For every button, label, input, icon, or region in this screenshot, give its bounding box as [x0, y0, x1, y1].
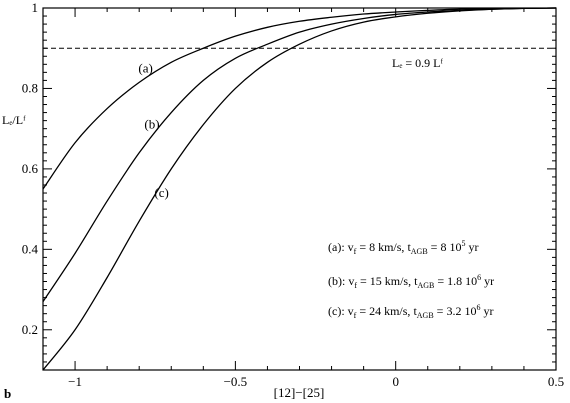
- series-line: [42, 7, 557, 302]
- tick-labels: −1 −0.5 0 0.5 0.2 0.4 0.6 0.8 1: [22, 0, 564, 389]
- y-tick-label: 1: [32, 0, 39, 15]
- x-tick-label: 0.5: [548, 374, 564, 389]
- curve-label: (b): [144, 117, 159, 132]
- panel-label: b: [4, 386, 11, 401]
- curve-labels: (a) (b) (c): [138, 60, 168, 200]
- reference-line-label: Lₑ = 0.9 Lᶠ: [392, 56, 444, 70]
- x-tick-label: −1: [68, 374, 82, 389]
- series-curves: [42, 7, 557, 371]
- plot-frame: [42, 7, 557, 371]
- y-tick-label: 0.8: [22, 80, 38, 95]
- y-axis-label: Lₑ/Lᶠ: [2, 113, 26, 127]
- x-tick-label: 0: [392, 374, 399, 389]
- axis-ticks: [42, 7, 557, 371]
- curve-label: (a): [138, 60, 152, 75]
- series-line: [42, 7, 557, 371]
- annotations: (a): vf = 8 km/s, tAGB = 8 105 yr (b): vf…: [328, 239, 494, 320]
- annotation-line: (a): vf = 8 km/s, tAGB = 8 105 yr: [328, 239, 478, 256]
- x-tick-label: −0.5: [224, 374, 248, 389]
- curve-label: (c): [154, 185, 168, 200]
- series-line: [42, 7, 557, 190]
- annotation-line: (c): vf = 24 km/s, tAGB = 3.2 106 yr: [328, 303, 493, 320]
- x-axis-label: [12]−[25]: [274, 385, 325, 400]
- y-tick-label: 0.6: [22, 161, 39, 176]
- y-tick-label: 0.2: [22, 322, 38, 337]
- y-tick-label: 0.4: [22, 241, 39, 256]
- annotation-line: (b): vf = 15 km/s, tAGB = 1.8 106 yr: [328, 273, 494, 290]
